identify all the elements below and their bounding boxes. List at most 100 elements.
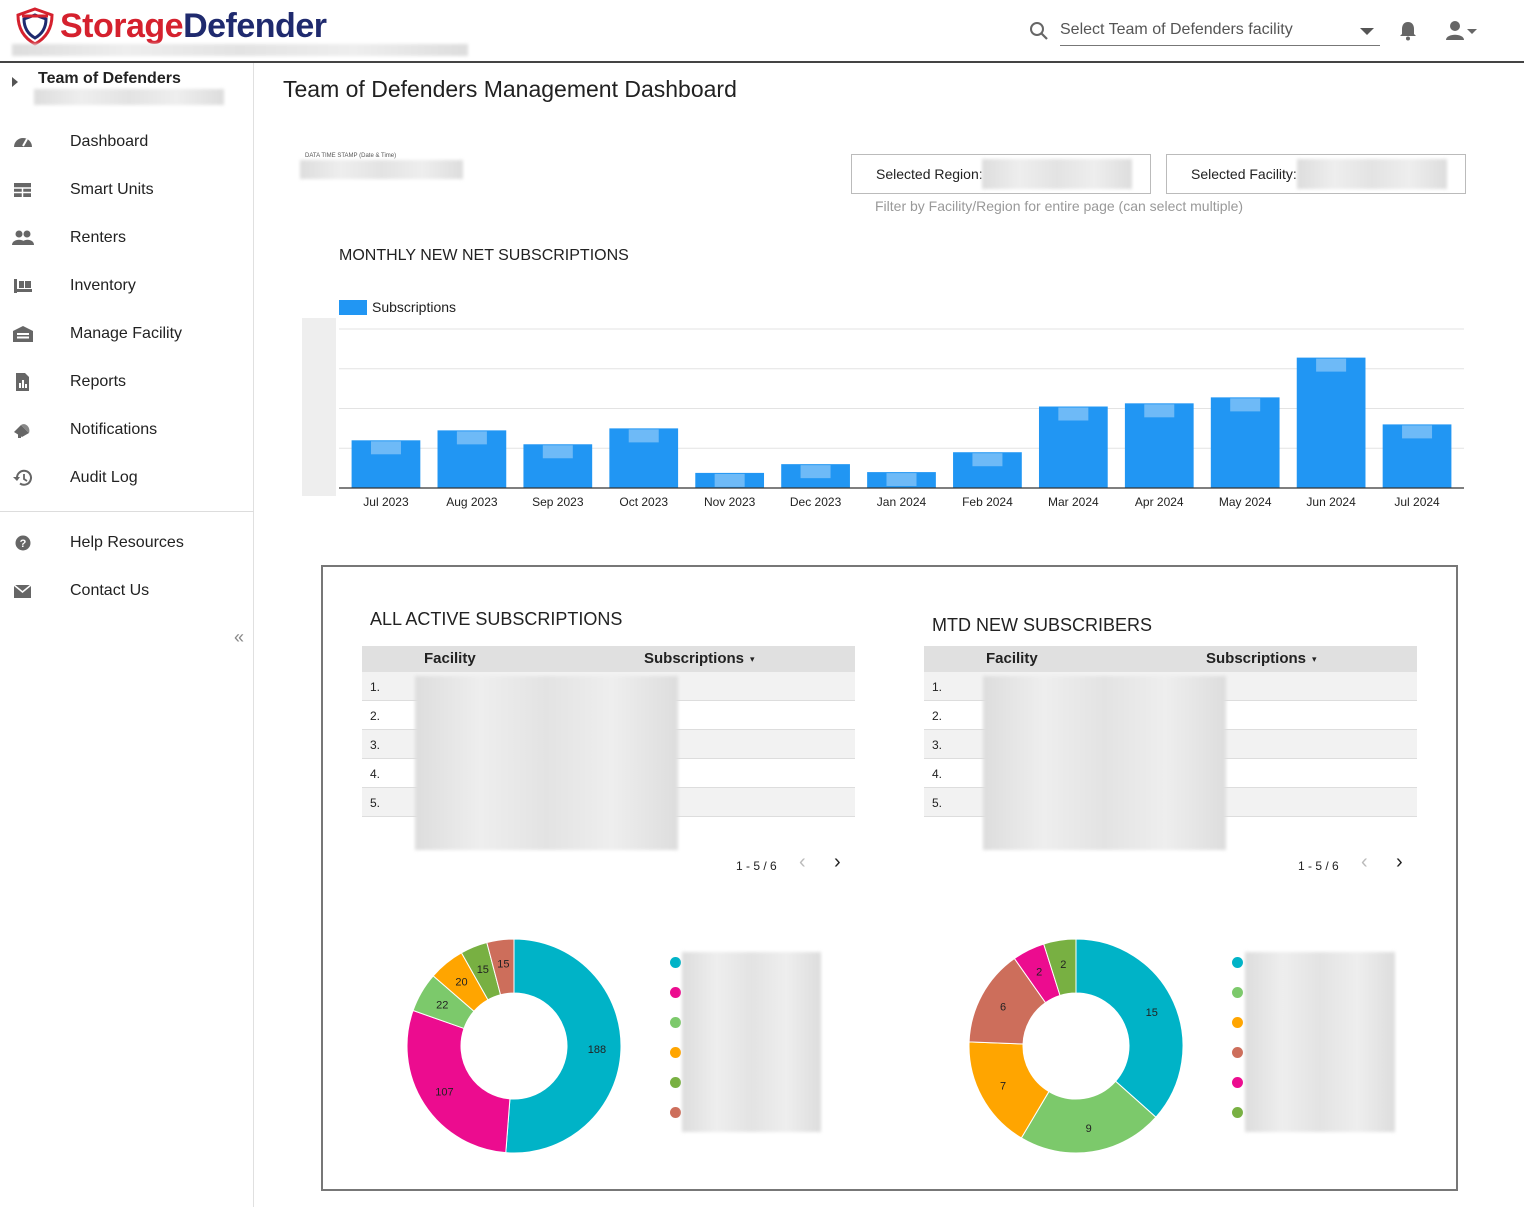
bell-icon[interactable] — [1398, 20, 1418, 42]
x-tick-label: Jul 2024 — [1394, 495, 1440, 509]
donut-slice[interactable] — [505, 938, 622, 1154]
team-selector[interactable]: Team of Defenders — [0, 67, 254, 111]
sidebar-item-help-resources[interactable]: ? Help Resources — [0, 523, 254, 563]
sidebar-item-inventory[interactable]: Inventory — [0, 266, 254, 306]
x-tick-label: Jan 2024 — [877, 495, 927, 509]
sidebar-item-label: Renters — [70, 229, 127, 246]
redacted-data-label — [972, 453, 1003, 467]
bar[interactable] — [1124, 403, 1194, 488]
column-header-subscriptions[interactable]: Subscriptions ▾ — [644, 650, 755, 667]
pagination-next-button[interactable]: › — [1396, 851, 1403, 873]
sidebar-item-audit-log[interactable]: Audit Log — [0, 458, 254, 498]
legend-dot — [1232, 1077, 1243, 1088]
bar[interactable] — [1382, 424, 1452, 488]
redacted-data-label — [1144, 404, 1175, 418]
user-menu-icon[interactable] — [1445, 20, 1479, 42]
legend-dot — [670, 957, 681, 968]
sidebar-item-renters[interactable]: Renters — [0, 218, 254, 258]
region-filter[interactable]: Selected Region: — [851, 154, 1151, 194]
column-header-facility[interactable]: Facility — [986, 650, 1038, 667]
team-name: Team of Defenders — [38, 70, 181, 87]
slice-label: 188 — [588, 1044, 606, 1056]
x-tick-label: Jun 2024 — [1306, 495, 1356, 509]
sidebar-item-label: Inventory — [70, 277, 136, 294]
sidebar-item-smart-units[interactable]: Smart Units — [0, 170, 254, 210]
row-number: 1. — [932, 680, 943, 694]
x-tick-label: Aug 2023 — [446, 495, 498, 509]
row-number: 5. — [370, 796, 381, 810]
x-tick-label: Nov 2023 — [704, 495, 756, 509]
bar[interactable] — [953, 452, 1022, 488]
bar[interactable] — [695, 472, 765, 488]
bar[interactable] — [867, 472, 936, 488]
pagination-next-button[interactable]: › — [834, 851, 841, 873]
slice-label: 2 — [1036, 967, 1042, 979]
donut-slice[interactable] — [406, 1009, 511, 1154]
slice-label: 7 — [1000, 1081, 1006, 1093]
sidebar-item-label: Dashboard — [70, 133, 149, 150]
column-header-facility[interactable]: Facility — [424, 650, 476, 667]
bar[interactable] — [781, 464, 850, 488]
x-tick-label: Oct 2023 — [619, 495, 668, 509]
slice-label: 6 — [1000, 1001, 1006, 1013]
donut-slice[interactable] — [1043, 938, 1077, 997]
facility-select[interactable]: Select Team of Defenders facility — [1060, 18, 1380, 46]
sidebar-item-label: Contact Us — [70, 582, 150, 599]
sidebar-item-contact-us[interactable]: Contact Us — [0, 571, 254, 611]
column-header-subscriptions[interactable]: Subscriptions ▾ — [1206, 650, 1317, 667]
x-tick-label: Jul 2023 — [363, 495, 409, 509]
report-icon — [16, 373, 29, 391]
donut-legend — [1232, 957, 1246, 1118]
row-number: 4. — [932, 767, 943, 781]
active-subscriptions-title: ALL ACTIVE SUBSCRIPTIONS — [370, 609, 623, 629]
donut-slice[interactable] — [1075, 938, 1184, 1118]
slice-label: 15 — [477, 964, 489, 976]
x-tick-label: Dec 2023 — [790, 495, 842, 509]
pagination-prev-button[interactable]: ‹ — [1361, 851, 1368, 873]
top-bar: StorageDefender Select Team of Defenders… — [0, 0, 1524, 63]
pagination-label: 1 - 5 / 6 — [736, 859, 777, 873]
bar[interactable] — [437, 430, 507, 488]
facility-search[interactable]: Select Team of Defenders facility — [1028, 18, 1380, 48]
legend-dot — [1232, 1017, 1243, 1028]
redacted-facility-value — [1297, 159, 1447, 189]
bar[interactable] — [609, 428, 679, 488]
facility-filter[interactable]: Selected Facility: — [1166, 154, 1466, 194]
bar[interactable] — [1296, 357, 1366, 488]
sidebar-item-notifications[interactable]: Notifications — [0, 410, 254, 450]
donut-slice[interactable] — [486, 938, 515, 996]
sidebar-item-dashboard[interactable]: Dashboard — [0, 122, 254, 162]
brand-name-part2: Defender — [183, 7, 327, 45]
mail-icon — [13, 584, 32, 598]
collapse-sidebar-button[interactable]: « — [234, 627, 245, 647]
sidebar-item-label: Smart Units — [70, 181, 154, 198]
sidebar-item-manage-facility[interactable]: Manage Facility — [0, 314, 254, 354]
donut-legend — [670, 957, 684, 1118]
dashboard-icon — [14, 138, 32, 147]
redacted-data-label — [1316, 358, 1347, 372]
bar[interactable] — [1210, 397, 1280, 488]
bar[interactable] — [523, 444, 593, 488]
redacted-data-label — [370, 441, 401, 455]
pagination-prev-button[interactable]: ‹ — [799, 851, 806, 873]
sidebar-item-label: Help Resources — [70, 534, 184, 551]
redacted-y-axis — [302, 318, 336, 496]
redacted-data-label — [1230, 398, 1261, 412]
shield-logo-icon — [16, 7, 54, 46]
column-header-label: Subscriptions — [644, 650, 745, 667]
redacted-data-label — [1402, 425, 1433, 439]
mtd-subscribers-donut-chart: 15 9 7 6 2 2 — [968, 938, 1184, 1154]
active-subscriptions-table: Facility Subscriptions ▾ 1. 2. 3. 4. 5. — [362, 646, 855, 850]
row-number: 1. — [370, 680, 381, 694]
inventory-icon — [14, 279, 32, 293]
bar[interactable] — [1038, 406, 1108, 488]
x-tick-label: Apr 2024 — [1135, 495, 1184, 509]
mtd-subscribers-title: MTD NEW SUBSCRIBERS — [932, 615, 1153, 635]
page-title: Team of Defenders Management Dashboard — [283, 76, 737, 102]
column-header-label: Subscriptions — [1206, 650, 1307, 667]
donut-slice[interactable] — [1020, 1080, 1157, 1154]
bar[interactable] — [351, 440, 421, 488]
legend-dot — [670, 987, 681, 998]
sidebar-item-reports[interactable]: Reports — [0, 362, 254, 402]
brand-logo[interactable]: StorageDefender — [14, 6, 327, 46]
